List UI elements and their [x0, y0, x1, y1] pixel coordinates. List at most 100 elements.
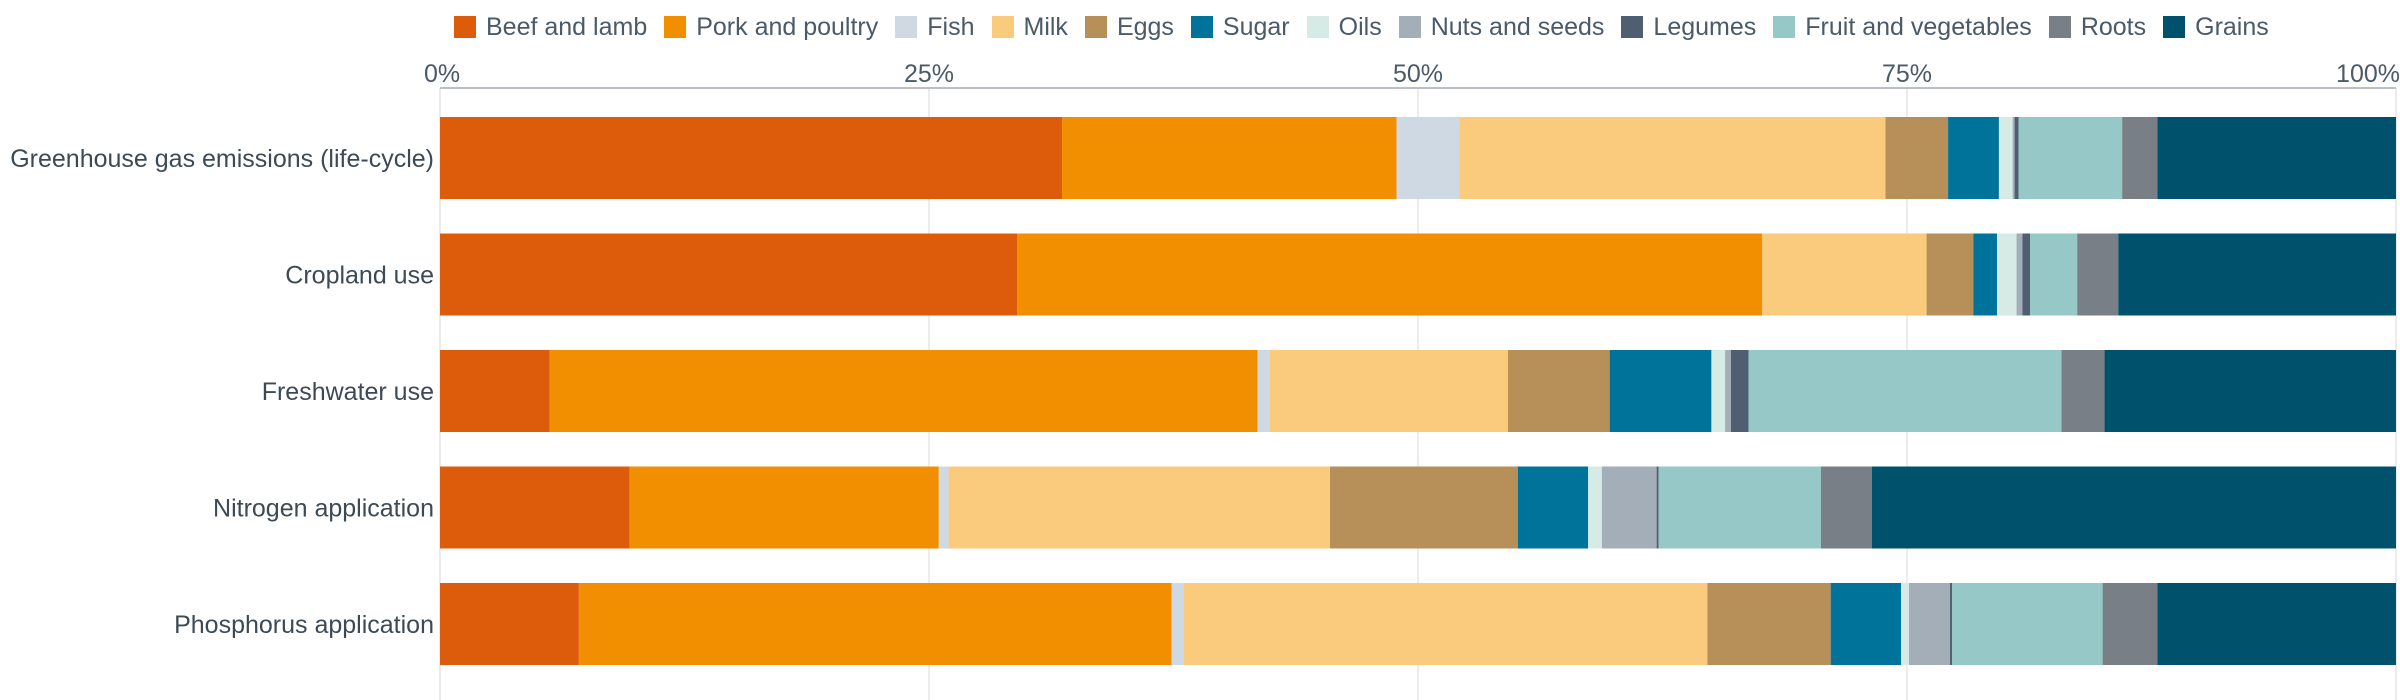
bar-legumes: [1950, 583, 1952, 665]
bar-legumes: [1656, 466, 1659, 549]
legend-item-fruit-and-vegetables[interactable]: Fruit and vegetables: [1773, 13, 2032, 42]
bar-oils: [1588, 466, 1602, 549]
legend-label: Pork and poultry: [696, 12, 879, 41]
bar-oils: [1711, 350, 1726, 432]
legend-label: Roots: [2080, 12, 2147, 41]
legend-label: Oils: [1338, 12, 1382, 41]
legend-swatch: [1190, 16, 1213, 38]
bar-nuts-and-seeds: [1908, 583, 1951, 665]
bar-legumes: [1730, 350, 1749, 432]
bar-eggs: [1707, 583, 1831, 665]
bar-milk: [1269, 350, 1508, 432]
x-tick-label: 50%: [1393, 60, 1443, 88]
legend-label: Fruit and vegetables: [1805, 12, 2032, 41]
bar-pork-and-poultry: [629, 466, 939, 549]
legend-item-nuts-and-seeds[interactable]: Nuts and seeds: [1398, 12, 1605, 42]
legend-swatch: [1773, 16, 1796, 38]
bar-beef-and-lamb: [440, 466, 630, 549]
legend-item-grains[interactable]: Grains: [2163, 13, 2269, 42]
bar-pork-and-poultry: [1062, 117, 1397, 199]
bar-grains: [2118, 233, 2396, 316]
legend-swatch: [991, 16, 1014, 38]
legend-label: Nuts and seeds: [1430, 12, 1605, 41]
bar-sugar: [1830, 583, 1902, 665]
bar-pork-and-poultry: [1017, 233, 1763, 316]
bar-fruit-and-vegetables: [1748, 350, 2062, 432]
legend-item-beef-and-lamb[interactable]: Beef and lamb: [454, 13, 647, 42]
legend-item-sugar[interactable]: Sugar: [1190, 13, 1290, 42]
x-tick-label: 100%: [2336, 60, 2400, 88]
bar-roots: [1820, 466, 1872, 549]
bar-fruit-and-vegetables: [2030, 233, 2078, 316]
legend: Beef and lamb Pork and poultry Fish Milk Egg…: [454, 12, 2286, 42]
legend-swatch: [664, 16, 687, 38]
bar-grains: [2104, 350, 2396, 432]
bar-roots: [2122, 117, 2158, 199]
bar-sugar: [1609, 350, 1712, 432]
category-label: Phosphorus application: [174, 611, 434, 639]
category-label: Nitrogen application: [213, 495, 434, 523]
bar-nuts-and-seeds: [1725, 350, 1731, 432]
legend-item-fish[interactable]: Fish: [895, 12, 975, 42]
bar-fish: [938, 466, 949, 549]
legend-item-eggs[interactable]: Eggs: [1084, 13, 1174, 42]
category-label: Greenhouse gas emissions (life-cycle): [10, 145, 434, 173]
bar-fish: [1171, 583, 1184, 665]
bar-oils: [1996, 233, 2017, 316]
bar-milk: [1762, 233, 1927, 316]
bar-sugar: [1973, 233, 1997, 316]
legend-label: Milk: [1023, 12, 1068, 41]
bar-fish: [1257, 350, 1270, 432]
bar-pork-and-poultry: [549, 350, 1258, 432]
legend-swatch: [895, 16, 918, 38]
bar-eggs: [1926, 233, 1974, 316]
legend-label: Fish: [927, 12, 975, 41]
x-tick-label: 75%: [1882, 60, 1932, 88]
bar-legumes: [2022, 233, 2031, 316]
bar-nuts-and-seeds: [1601, 466, 1657, 549]
legend-swatch: [2163, 16, 2186, 38]
bar-eggs: [1885, 117, 1949, 199]
bar-roots: [2102, 583, 2158, 665]
bar-beef-and-lamb: [440, 233, 1018, 316]
bar-beef-and-lamb: [440, 117, 1063, 199]
legend-item-milk[interactable]: Milk: [991, 12, 1068, 42]
bar-beef-and-lamb: [440, 583, 579, 665]
legend-swatch: [1084, 16, 1107, 38]
bar-nuts-and-seeds: [2012, 117, 2015, 199]
bar-eggs: [1507, 350, 1610, 432]
bar-legumes: [2014, 117, 2019, 199]
legend-item-oils[interactable]: Oils: [1306, 12, 1382, 42]
legend-swatch: [454, 16, 476, 38]
bar-milk: [1459, 117, 1886, 199]
bar-milk: [948, 466, 1330, 549]
legend-label: Legumes: [1653, 12, 1757, 41]
legend-label: Beef and lamb: [486, 12, 648, 41]
bar-roots: [2061, 350, 2105, 432]
legend-item-legumes[interactable]: Legumes: [1621, 13, 1756, 42]
bar-beef-and-lamb: [440, 350, 550, 432]
bar-milk: [1183, 583, 1708, 665]
bar-eggs: [1329, 466, 1518, 549]
category-label: Freshwater use: [262, 378, 434, 406]
bar-oils: [1998, 117, 2013, 199]
bar-oils: [1901, 583, 1909, 665]
bar-fruit-and-vegetables: [1658, 466, 1821, 549]
bar-fruit-and-vegetables: [2018, 117, 2123, 199]
bar-grains: [1871, 466, 2396, 549]
category-label: Cropland use: [285, 262, 434, 290]
legend-item-roots[interactable]: Roots: [2048, 12, 2147, 42]
legend-swatch: [1306, 16, 1329, 38]
x-tick-label: 0%: [424, 60, 460, 88]
bar-pork-and-poultry: [578, 583, 1172, 665]
legend-swatch: [1621, 16, 1644, 38]
bar-nuts-and-seeds: [2016, 233, 2023, 316]
bar-grains: [2157, 117, 2396, 199]
bar-fruit-and-vegetables: [1951, 583, 2103, 665]
bar-grains: [2157, 583, 2396, 665]
bar-sugar: [1517, 466, 1589, 549]
legend-item-pork-and-poultry[interactable]: Pork and poultry: [664, 13, 878, 42]
bar-fish: [1396, 117, 1460, 199]
bar-sugar: [1948, 117, 1999, 199]
